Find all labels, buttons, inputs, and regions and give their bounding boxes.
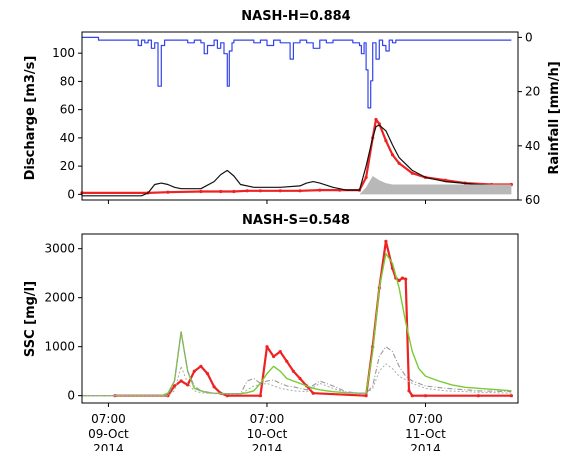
series-simulated-0 [82, 124, 512, 197]
point-observed-0-7 [258, 189, 262, 193]
series-rainfall-0 [82, 36, 512, 109]
discharge-series-group [80, 36, 513, 197]
point-observed-1-33 [509, 394, 513, 398]
ytick-label-0-3: 60 [60, 103, 75, 117]
point-observed-0-5 [232, 189, 236, 194]
point-observed-0-3 [199, 189, 203, 194]
point-observed-1-16 [291, 369, 295, 373]
ytick-label-0-5: 100 [52, 46, 75, 60]
series-model_b-1 [82, 331, 512, 397]
series-observed-1 [115, 240, 512, 397]
xtick-label-1-0-2: 2014 [93, 442, 124, 451]
point-observed-1-32 [476, 394, 480, 398]
xtick-label-1-0-1: 09-Oct [88, 427, 129, 441]
point-observed-0-20 [410, 171, 414, 175]
ytick-right-label-0-2: 40 [525, 139, 540, 153]
point-observed-0-16 [377, 122, 381, 126]
discharge-panel: NASH-H=0.884 Discharge [m3/s] Rainfall [… [23, 9, 562, 207]
point-observed-1-5 [192, 369, 196, 373]
point-observed-0-10 [318, 188, 322, 192]
point-observed-1-31 [423, 394, 428, 398]
point-observed-0-15 [374, 117, 378, 122]
point-observed-1-6 [199, 364, 203, 368]
xtick-label-1-1-1: 10-Oct [247, 427, 288, 441]
xtick-label-1-2-1: 11-Oct [405, 427, 446, 441]
series-baseflow-0 [82, 176, 512, 195]
xtick-label-1-1-2: 2014 [252, 442, 283, 451]
plot-frame-1 [81, 233, 519, 404]
ssc-title: NASH-S=0.548 [242, 213, 350, 228]
point-observed-1-2 [172, 384, 177, 388]
point-observed-1-12 [265, 345, 269, 349]
ytick-label-1-1: 1000 [44, 340, 75, 354]
point-observed-0-8 [278, 189, 282, 193]
discharge-y-label: Discharge [m3/s] [23, 56, 38, 181]
series-model_c-1 [82, 363, 512, 397]
ytick-label-1-0: 0 [67, 389, 75, 403]
xtick-label-1-2-0: 07:00 [408, 412, 443, 426]
xtick-label-1-0-0: 07:00 [91, 412, 126, 426]
ssc-axes-group: 010002000300007:0009-Oct201407:0010-Oct2… [44, 233, 519, 456]
point-observed-1-28 [404, 277, 408, 281]
point-observed-1-11 [258, 394, 262, 398]
ssc-series-group [82, 239, 513, 398]
ytick-label-0-4: 80 [60, 74, 75, 88]
discharge-title: NASH-H=0.884 [241, 9, 350, 24]
rainfall-y-label: Rainfall [mm/h] [547, 61, 562, 174]
point-observed-1-15 [285, 359, 289, 363]
point-observed-1-20 [364, 394, 368, 398]
point-observed-0-2 [166, 190, 170, 194]
point-observed-0-17 [384, 139, 388, 143]
point-observed-1-8 [212, 385, 216, 389]
ytick-label-1-2: 2000 [44, 291, 75, 305]
ytick-label-0-2: 40 [60, 131, 75, 145]
discharge-axes-group: 0 20 40 60 80 100 0 20 40 60 [52, 30, 540, 207]
ytick-right-label-0-3: 60 [525, 193, 540, 207]
point-observed-1-29 [407, 389, 411, 393]
xtick-label-1-2-2: 2014 [410, 442, 441, 451]
point-observed-1-14 [278, 350, 282, 354]
point-observed-0-13 [364, 175, 368, 179]
plot-frame-0 [81, 31, 519, 201]
point-observed-1-19 [311, 391, 315, 395]
point-observed-1-23 [384, 239, 388, 243]
series-model_a-1 [82, 252, 512, 397]
point-observed-0-6 [245, 189, 249, 193]
point-observed-0-18 [390, 153, 395, 157]
ssc-panel: NASH-S=0.548 SSC [mg/l] 0 1000 2000 3000 07:… [23, 213, 519, 456]
point-observed-1-3 [179, 379, 183, 383]
point-observed-0-4 [219, 189, 223, 194]
ytick-label-0-0: 0 [67, 187, 75, 201]
point-observed-1-27 [400, 276, 404, 280]
point-observed-1-30 [410, 394, 414, 398]
point-observed-1-7 [205, 372, 210, 376]
point-observed-0-9 [298, 189, 302, 193]
ssc-y-label: SSC [mg/l] [23, 281, 38, 357]
point-observed-0-19 [397, 161, 401, 165]
ytick-label-0-1: 20 [60, 159, 75, 173]
point-observed-1-26 [397, 278, 401, 283]
point-observed-1-10 [225, 394, 229, 398]
ytick-right-label-0-0: 0 [525, 30, 533, 44]
xtick-label-1-1-0: 07:00 [250, 412, 285, 426]
ytick-right-label-0-1: 20 [525, 85, 540, 99]
point-observed-1-4 [186, 383, 190, 387]
ytick-label-1-3: 3000 [44, 242, 75, 256]
point-observed-1-13 [272, 354, 276, 359]
point-observed-1-17 [298, 376, 302, 381]
